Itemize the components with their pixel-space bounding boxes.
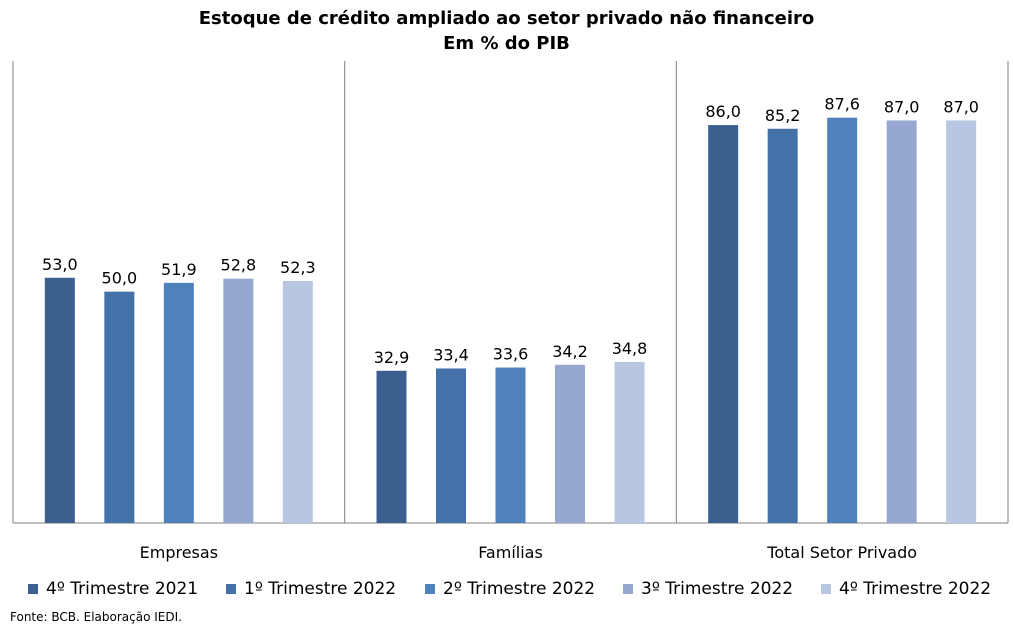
category-label: Total Setor Privado	[766, 543, 917, 562]
bar	[223, 278, 254, 523]
legend-item: 2º Trimestre 2022	[425, 576, 595, 602]
legend-item: 4º Trimestre 2021	[28, 576, 198, 602]
data-label: 50,0	[102, 269, 138, 288]
data-label: 85,2	[765, 106, 801, 125]
data-label: 32,9	[374, 348, 410, 367]
bar	[946, 120, 977, 524]
legend-swatch	[821, 584, 831, 594]
bar	[614, 361, 645, 523]
legend-swatch	[623, 584, 633, 594]
category-label: Famílias	[478, 543, 543, 562]
legend-label: 4º Trimestre 2021	[46, 579, 199, 599]
legend-label: 2º Trimestre 2022	[443, 579, 596, 599]
legend-swatch	[425, 584, 435, 594]
data-label: 51,9	[161, 260, 197, 279]
category-label: Empresas	[140, 543, 218, 562]
data-label: 52,3	[280, 258, 316, 277]
data-label: 33,4	[433, 345, 469, 364]
data-label: 87,0	[884, 97, 920, 116]
bar	[282, 281, 313, 523]
legend-label: 3º Trimestre 2022	[641, 579, 794, 599]
bar	[827, 117, 858, 523]
data-label: 86,0	[705, 102, 741, 121]
data-label: 34,8	[612, 339, 648, 358]
bar-chart: 53,0 50,0 51,9 52,8 52,3 Empresas 32,9 33,4 33,6…	[12, 61, 1009, 562]
legend-item: 1º Trimestre 2022	[226, 576, 396, 602]
source-note: Fonte: BCB. Elaboração IEDI.	[10, 610, 182, 624]
legend-item: 4º Trimestre 2022	[821, 576, 991, 602]
data-label: 52,8	[221, 256, 257, 275]
data-label: 87,0	[943, 97, 979, 116]
data-label: 33,6	[493, 345, 529, 364]
legend-swatch	[226, 584, 236, 594]
legend: 4º Trimestre 2021 1º Trimestre 2022 2º Tri…	[0, 576, 1013, 602]
bar	[376, 370, 407, 523]
bar	[708, 125, 739, 523]
legend-swatch	[28, 584, 38, 594]
data-label: 34,2	[552, 342, 588, 361]
data-label: 53,0	[42, 255, 78, 274]
chart-title-line: Estoque de crédito ampliado ao setor pri…	[198, 8, 815, 29]
bar	[555, 364, 585, 523]
bar	[163, 282, 194, 523]
data-label: 87,6	[824, 95, 860, 114]
bar	[104, 291, 135, 523]
bar	[44, 277, 75, 523]
chart-title: Estoque de crédito ampliado ao setor pri…	[0, 6, 1013, 56]
legend-label: 4º Trimestre 2022	[839, 579, 992, 599]
legend-label: 1º Trimestre 2022	[244, 579, 397, 599]
chart-subtitle: Em % do PIB	[443, 33, 570, 54]
bar	[436, 368, 466, 523]
bar	[886, 120, 917, 524]
bar	[495, 367, 526, 523]
legend-item: 3º Trimestre 2022	[623, 576, 793, 602]
bar	[767, 128, 798, 523]
